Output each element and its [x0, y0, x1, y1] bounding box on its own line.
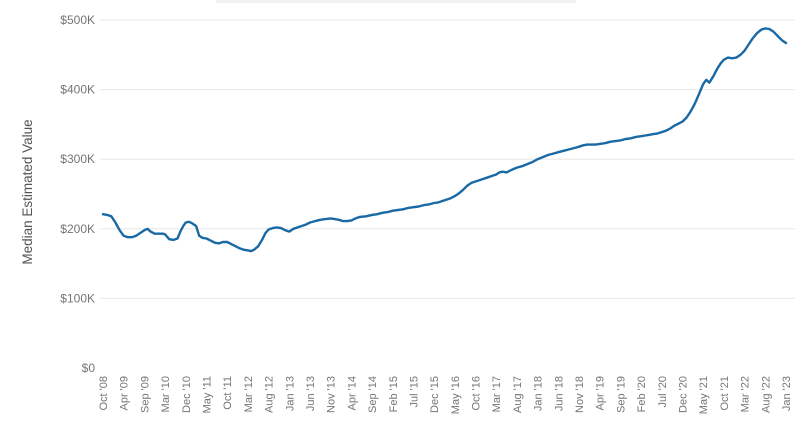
x-tick-label: Nov '18	[574, 376, 586, 413]
x-tick-label: Aug '17	[512, 376, 524, 413]
y-axis-title: Median Estimated Value	[20, 119, 35, 264]
x-tick-label: Dec '10	[181, 376, 193, 413]
x-tick-label: Apr '09	[119, 376, 131, 411]
x-tick-label: Apr '14	[346, 376, 358, 411]
x-tick-label: May '16	[450, 376, 462, 414]
x-tick-label: Jun '13	[305, 376, 317, 411]
x-tick-label: Aug '12	[264, 376, 276, 413]
x-tick-label: Sep '14	[367, 376, 379, 413]
y-tick-label: $500K	[60, 13, 95, 27]
x-tick-label: Dec '20	[678, 376, 690, 413]
x-tick-label: Nov '13	[326, 376, 338, 413]
y-tick-label: $300K	[60, 152, 95, 166]
x-tick-label: Dec '15	[429, 376, 441, 413]
x-tick-label: Mar '12	[243, 376, 255, 412]
x-tick-label: Aug '22	[760, 376, 772, 413]
y-tick-label: $200K	[60, 222, 95, 236]
gridlines	[100, 19, 795, 299]
x-tick-label: Sep '09	[139, 376, 151, 413]
x-tick-label: Apr '19	[595, 376, 607, 411]
x-tick-label: Mar '22	[740, 376, 752, 412]
x-tick-label: May '11	[201, 376, 213, 413]
x-tick-label: Feb '15	[388, 376, 400, 412]
y-tick-label: $400K	[60, 83, 95, 97]
x-tick-label: Oct '08	[98, 376, 110, 411]
x-tick-label: Jan '23	[781, 376, 793, 411]
x-tick-label: Mar '17	[491, 376, 503, 412]
x-tick-label: Mar '10	[160, 376, 172, 412]
top-cutoff-strip	[216, 0, 576, 3]
x-axis-tick-labels: Oct '08 Apr '09 Sep '09 Mar '10 Dec '10 May '…	[98, 376, 793, 414]
x-tick-label: Oct '11	[222, 376, 234, 410]
y-tick-label: $0	[82, 361, 96, 375]
x-tick-label: Jun '18	[553, 376, 565, 411]
x-tick-label: Feb '20	[636, 376, 648, 412]
y-tick-label: $100K	[60, 291, 95, 305]
x-tick-label: Jan '13	[284, 376, 296, 411]
y-axis-tick-labels: $0 $100K $200K $300K $400K $500K	[60, 13, 95, 375]
x-tick-label: Sep '19	[615, 376, 627, 413]
value-line-series	[101, 27, 788, 253]
x-tick-label: Oct '21	[719, 376, 731, 411]
x-tick-label: Jul '15	[408, 376, 420, 407]
x-tick-label: Jan '18	[533, 376, 545, 411]
x-tick-label: Jul '20	[657, 376, 669, 407]
x-tick-label: Oct '16	[471, 376, 483, 411]
x-tick-label: May '21	[698, 376, 710, 414]
